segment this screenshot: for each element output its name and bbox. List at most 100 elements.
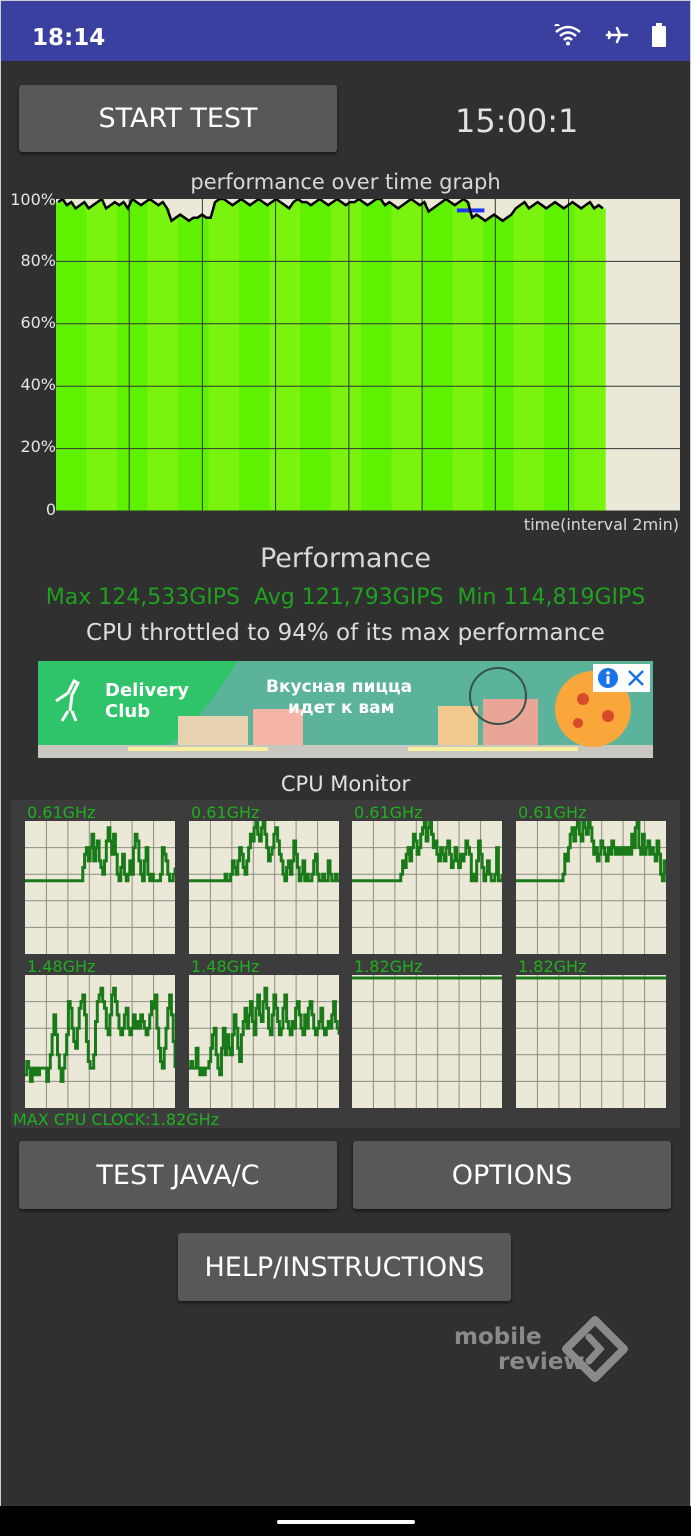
performance-bar (121, 202, 127, 511)
core-freq-label: 0.61GHz (191, 803, 260, 822)
performance-bar (504, 217, 510, 511)
performance-bar (470, 217, 475, 511)
performance-bar (321, 202, 327, 511)
performance-bar (548, 205, 554, 511)
x-axis-caption: time(interval 2min) (523, 515, 679, 534)
performance-bar (448, 202, 454, 511)
core-load-line (189, 819, 339, 883)
performance-bar (208, 217, 214, 511)
core-graph-background (352, 975, 502, 1108)
core-graph (25, 975, 177, 1108)
performance-bar (143, 202, 149, 511)
max-cpu-clock: MAX CPU CLOCK:1.82GHz (13, 1110, 220, 1129)
performance-bar (439, 202, 445, 511)
performance-bar (64, 205, 70, 511)
performance-bar (409, 199, 414, 511)
performance-bar (60, 199, 66, 511)
performance-bar (147, 199, 153, 511)
home-gesture-handle[interactable] (277, 1520, 415, 1524)
performance-bar (496, 217, 502, 511)
performance-bar (164, 208, 170, 511)
core-freq-label: 1.48GHz (27, 957, 96, 976)
performance-bar (352, 202, 358, 511)
core-graph (516, 975, 666, 1108)
performance-bar (374, 199, 380, 511)
performance-bar (456, 202, 462, 511)
performance-bar (413, 202, 419, 511)
performance-bar (378, 199, 384, 511)
performance-bar (295, 199, 301, 511)
y-tick-60: 60% (20, 313, 56, 332)
start-test-button[interactable]: START TEST (19, 85, 337, 152)
performance-bar (86, 208, 92, 511)
performance-bar (430, 208, 436, 511)
performance-bar (103, 208, 109, 511)
core-load-line (516, 819, 668, 883)
core-freq-label: 0.61GHz (354, 803, 423, 822)
performance-bar (182, 217, 188, 511)
performance-bar (578, 208, 584, 511)
status-time: 18:14 (32, 25, 106, 51)
performance-bar (234, 202, 240, 511)
performance-bar (186, 220, 192, 511)
performance-bar (400, 205, 406, 511)
performance-bar (483, 220, 489, 511)
performance-bar (217, 199, 223, 511)
performance-bar (300, 202, 306, 511)
core-graph (25, 821, 177, 954)
test-timer: 15:00:1 (455, 102, 579, 140)
performance-bar (461, 199, 467, 511)
performance-bar (195, 217, 201, 511)
performance-bar (77, 205, 83, 511)
info-icon[interactable] (597, 667, 619, 689)
close-icon[interactable] (626, 668, 646, 688)
performance-stats: Max 124,533GIPS Avg 121,793GIPS Min 114,… (0, 585, 691, 610)
core-graph-background (516, 975, 666, 1108)
performance-bar (260, 202, 266, 511)
performance-bar (138, 205, 144, 511)
core-graph (516, 819, 668, 954)
performance-bar (239, 199, 244, 511)
core-graph (352, 819, 504, 954)
performance-bar (82, 202, 88, 511)
core-cell (352, 975, 502, 1112)
performance-graph (56, 199, 680, 511)
performance-bar (544, 208, 550, 511)
performance-bar (574, 205, 580, 511)
performance-bar (395, 208, 401, 511)
wifi-icon (554, 24, 581, 46)
performance-bar (269, 202, 275, 511)
performance-bar (356, 199, 362, 511)
performance-bar (265, 205, 271, 511)
performance-bar (278, 202, 284, 511)
performance-bar (435, 205, 441, 511)
performance-bar (247, 205, 253, 511)
test-java-c-button[interactable]: TEST JAVA/C (19, 1141, 337, 1209)
performance-bar (204, 217, 210, 511)
performance-bar (557, 205, 563, 511)
stat-max: Max 124,533GIPS (45, 585, 240, 610)
performance-bar (600, 208, 606, 511)
core-graph-background (189, 821, 339, 954)
performance-bar (347, 202, 353, 511)
performance-bar (513, 208, 519, 511)
performance-bar (151, 202, 157, 511)
performance-bar (286, 208, 292, 511)
options-button[interactable]: OPTIONS (353, 1141, 671, 1209)
performance-bar (387, 202, 393, 511)
core-cell (189, 819, 339, 958)
core-load-line (25, 986, 177, 1083)
ad-brand-line1: Delivery (105, 680, 190, 701)
performance-bar (117, 205, 122, 511)
core-cell (352, 819, 504, 958)
core-freq-label: 1.48GHz (191, 957, 260, 976)
help-instructions-button[interactable]: HELP/INSTRUCTIONS (178, 1233, 511, 1301)
performance-bar (339, 202, 345, 511)
ad-banner[interactable]: Delivery Club Вкусная пицца идет к вам (38, 661, 653, 758)
performance-bar (99, 199, 105, 511)
performance-bar (517, 205, 523, 511)
performance-bar (487, 217, 493, 511)
performance-bar (500, 220, 506, 511)
performance-bar (156, 205, 162, 511)
performance-bar (365, 205, 371, 511)
